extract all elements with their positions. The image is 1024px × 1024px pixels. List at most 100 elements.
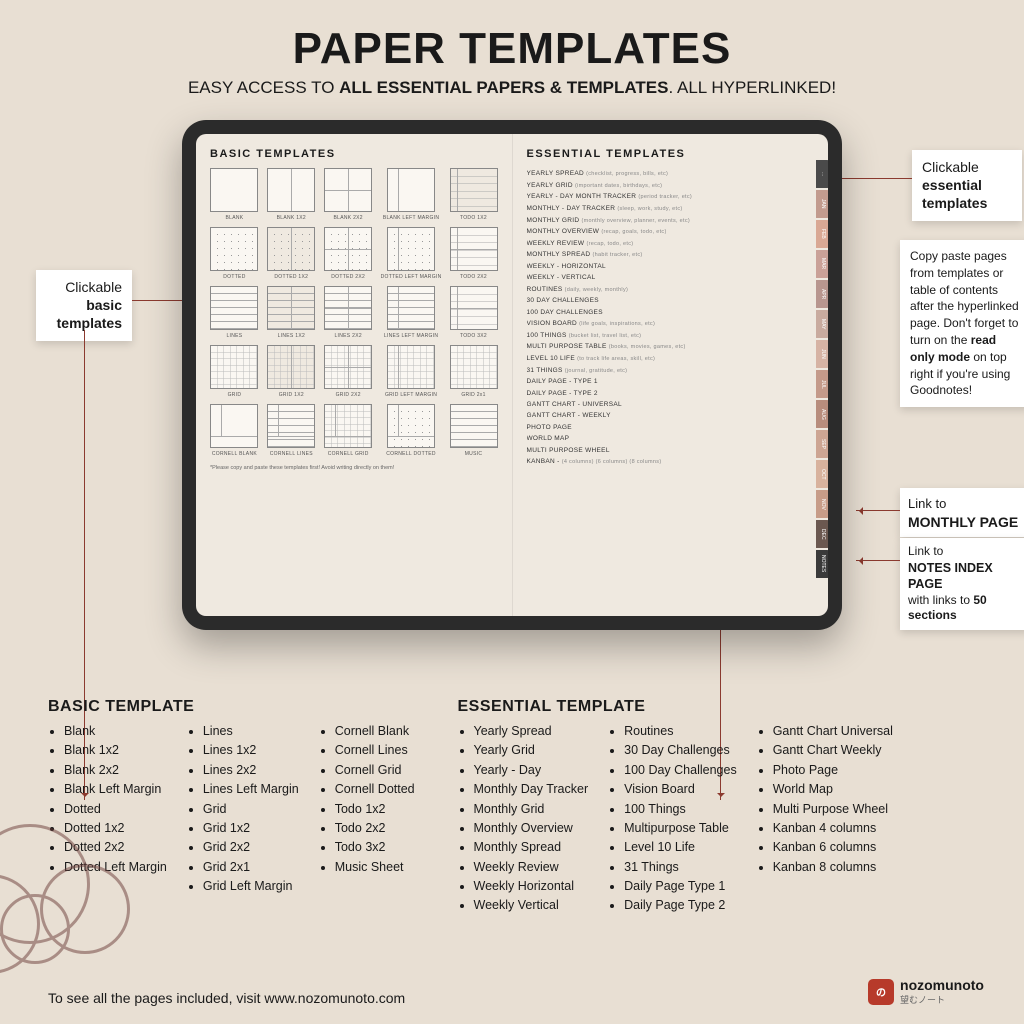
list-item: Kanban 8 columns bbox=[773, 858, 893, 877]
month-tab[interactable]: NOTES bbox=[816, 550, 828, 578]
template-thumb[interactable]: DOTTED LEFT MARGIN bbox=[381, 227, 442, 280]
month-tab[interactable]: APR bbox=[816, 280, 828, 308]
essential-item[interactable]: WEEKLY - VERTICAL bbox=[527, 272, 815, 283]
list-item: Blank 1x2 bbox=[64, 741, 167, 760]
month-tab[interactable]: MAR bbox=[816, 250, 828, 278]
template-thumb[interactable]: BLANK bbox=[210, 168, 259, 221]
essential-item[interactable]: PHOTO PAGE bbox=[527, 422, 815, 433]
callout-basic-post: templates bbox=[57, 315, 122, 331]
essential-item[interactable]: YEARLY GRID (important dates, birthdays,… bbox=[527, 180, 815, 192]
essential-item[interactable]: MONTHLY GRID (monthly overview, planner,… bbox=[527, 215, 815, 227]
template-thumb[interactable]: BLANK 1X2 bbox=[267, 168, 316, 221]
template-thumb[interactable]: CORNELL LINES bbox=[267, 404, 316, 457]
list-item: Todo 3x2 bbox=[335, 838, 415, 857]
essential-item[interactable]: 100 DAY CHALLENGES bbox=[527, 307, 815, 318]
essential-item[interactable]: ROUTINES (daily, weekly, monthly) bbox=[527, 284, 815, 296]
template-thumb[interactable]: DOTTED bbox=[210, 227, 259, 280]
essential-item[interactable]: 31 THINGS (journal, gratitude, etc) bbox=[527, 365, 815, 377]
list-item: Lines 2x2 bbox=[203, 761, 299, 780]
essential-item[interactable]: GANTT CHART - WEEKLY bbox=[527, 410, 815, 421]
template-thumb[interactable]: LINES 1X2 bbox=[267, 286, 316, 339]
month-tab[interactable]: FEB bbox=[816, 220, 828, 248]
essential-item[interactable]: MONTHLY OVERVIEW (recap, goals, todo, et… bbox=[527, 226, 815, 238]
list-item: Gantt Chart Weekly bbox=[773, 741, 893, 760]
essential-item[interactable]: YEARLY SPREAD (checklist, progress, bill… bbox=[527, 168, 815, 180]
essential-item[interactable]: WORLD MAP bbox=[527, 433, 815, 444]
list-item: Grid 2x1 bbox=[203, 858, 299, 877]
essential-item[interactable]: GANTT CHART - UNIVERSAL bbox=[527, 399, 815, 410]
thumb-label: CORNELL BLANK bbox=[212, 451, 257, 457]
list-item: Blank bbox=[64, 722, 167, 741]
template-thumb[interactable]: GRID LEFT MARGIN bbox=[381, 345, 442, 398]
template-thumb[interactable]: GRID 2X2 bbox=[324, 345, 373, 398]
template-thumb[interactable]: LINES bbox=[210, 286, 259, 339]
essential-item[interactable]: DAILY PAGE - TYPE 2 bbox=[527, 388, 815, 399]
essential-item[interactable]: WEEKLY - HORIZONTAL bbox=[527, 261, 815, 272]
essential-item[interactable]: MONTHLY - DAY TRACKER (sleep, work, stud… bbox=[527, 203, 815, 215]
template-thumb[interactable]: TODO 3X2 bbox=[450, 286, 498, 339]
month-tab[interactable]: DEC bbox=[816, 520, 828, 548]
callout-essential-pre: Clickable bbox=[922, 159, 979, 175]
essential-item[interactable]: MULTI PURPOSE WHEEL bbox=[527, 445, 815, 456]
list-item: Weekly Vertical bbox=[474, 896, 589, 915]
list-item: Todo 2x2 bbox=[335, 819, 415, 838]
template-thumb[interactable]: BLANK LEFT MARGIN bbox=[381, 168, 442, 221]
list-item: Weekly Horizontal bbox=[474, 877, 589, 896]
list-item: Yearly Grid bbox=[474, 741, 589, 760]
thumb-label: GRID 2x1 bbox=[461, 392, 485, 398]
list-item: World Map bbox=[773, 780, 893, 799]
template-thumb[interactable]: GRID 2x1 bbox=[450, 345, 498, 398]
month-tab[interactable]: JUL bbox=[816, 370, 828, 398]
list-item: 31 Things bbox=[624, 858, 737, 877]
callout-notes-post: with links to bbox=[908, 593, 973, 607]
essential-item[interactable]: 30 DAY CHALLENGES bbox=[527, 295, 815, 306]
essential-item[interactable]: MONTHLY SPREAD (habit tracker, etc) bbox=[527, 249, 815, 261]
thumb-label: GRID bbox=[228, 392, 242, 398]
month-tab[interactable]: ... bbox=[816, 160, 828, 188]
essential-item[interactable]: VISION BOARD (life goals, inspirations, … bbox=[527, 318, 815, 330]
template-thumb[interactable]: MUSIC bbox=[450, 404, 498, 457]
template-thumb[interactable]: CORNELL BLANK bbox=[210, 404, 259, 457]
essential-columns: Yearly SpreadYearly GridYearly - DayMont… bbox=[458, 722, 985, 916]
month-tab[interactable]: JAN bbox=[816, 190, 828, 218]
month-tab[interactable]: SEP bbox=[816, 430, 828, 458]
template-thumb[interactable]: LINES 2X2 bbox=[324, 286, 373, 339]
month-tab[interactable]: NOV bbox=[816, 490, 828, 518]
template-thumb[interactable]: GRID bbox=[210, 345, 259, 398]
month-tab[interactable]: AUG bbox=[816, 400, 828, 428]
subtitle-post: . ALL HYPERLINKED! bbox=[668, 78, 836, 97]
logo-icon: の bbox=[868, 979, 894, 1005]
essential-item[interactable]: DAILY PAGE - TYPE 1 bbox=[527, 376, 815, 387]
template-thumb[interactable]: CORNELL DOTTED bbox=[381, 404, 442, 457]
template-thumb[interactable]: DOTTED 2X2 bbox=[324, 227, 373, 280]
thumb-label: DOTTED bbox=[223, 274, 245, 280]
thumb-icon bbox=[450, 227, 498, 271]
essential-item[interactable]: KANBAN - (4 columns) (6 columns) (8 colu… bbox=[527, 456, 815, 468]
thumb-icon bbox=[387, 286, 435, 330]
template-thumb[interactable]: GRID 1X2 bbox=[267, 345, 316, 398]
month-tab[interactable]: OCT bbox=[816, 460, 828, 488]
essential-item[interactable]: YEARLY - DAY MONTH TRACKER (period track… bbox=[527, 191, 815, 203]
list-item: Monthly Day Tracker bbox=[474, 780, 589, 799]
template-thumb[interactable]: LINES LEFT MARGIN bbox=[381, 286, 442, 339]
template-thumb[interactable]: DOTTED 1X2 bbox=[267, 227, 316, 280]
template-thumb[interactable]: TODO 1X2 bbox=[450, 168, 498, 221]
arrow bbox=[856, 510, 900, 511]
template-thumb[interactable]: CORNELL GRID bbox=[324, 404, 373, 457]
month-tab[interactable]: JUN bbox=[816, 340, 828, 368]
thumb-label: LINES 1X2 bbox=[278, 333, 305, 339]
essential-item[interactable]: MULTI PURPOSE TABLE (books, movies, game… bbox=[527, 341, 815, 353]
essential-item[interactable]: LEVEL 10 LIFE (to track life areas, skil… bbox=[527, 353, 815, 365]
list-item: Multi Purpose Wheel bbox=[773, 800, 893, 819]
template-thumb[interactable]: BLANK 2X2 bbox=[324, 168, 373, 221]
thumb-label: BLANK 2X2 bbox=[333, 215, 362, 221]
list-item: Lines bbox=[203, 722, 299, 741]
list-item: 100 Day Challenges bbox=[624, 761, 737, 780]
essential-item[interactable]: WEEKLY REVIEW (recap, todo, etc) bbox=[527, 238, 815, 250]
list-item: Vision Board bbox=[624, 780, 737, 799]
template-thumb[interactable]: TODO 2X2 bbox=[450, 227, 498, 280]
essential-item[interactable]: 100 THINGS (bucket list, travel list, et… bbox=[527, 330, 815, 342]
callout-notes: Link to NOTES INDEX PAGE with links to 5… bbox=[900, 538, 1024, 630]
list-item: Kanban 4 columns bbox=[773, 819, 893, 838]
month-tab[interactable]: MAY bbox=[816, 310, 828, 338]
